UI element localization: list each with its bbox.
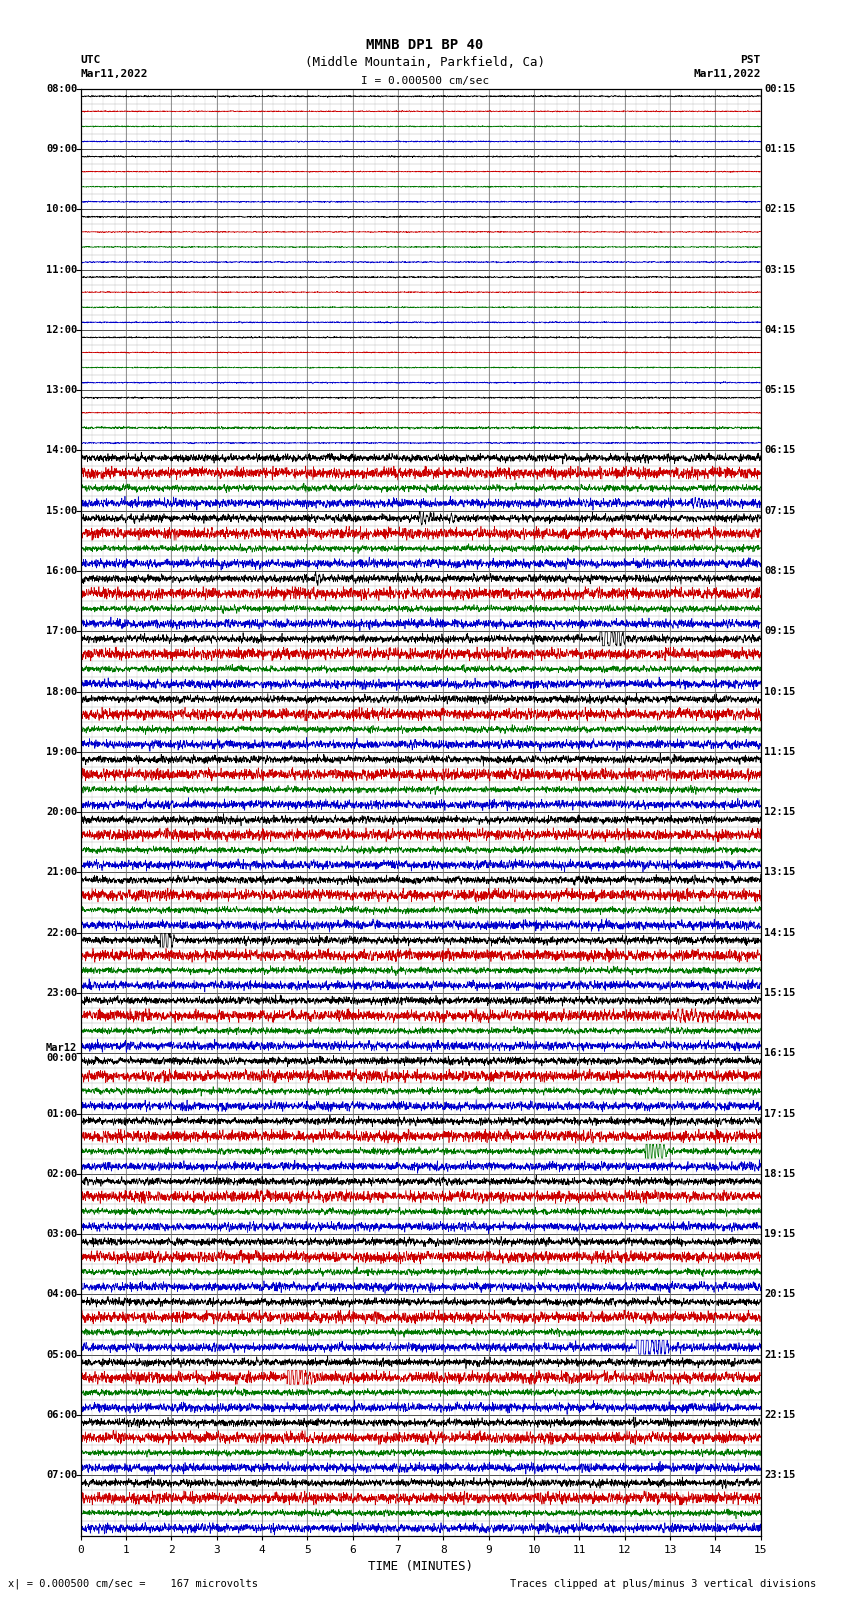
Text: PST: PST xyxy=(740,55,761,65)
Text: 10:00: 10:00 xyxy=(46,205,77,215)
Text: 05:15: 05:15 xyxy=(764,386,796,395)
Text: 08:15: 08:15 xyxy=(764,566,796,576)
Text: 06:00: 06:00 xyxy=(46,1410,77,1419)
Text: 06:15: 06:15 xyxy=(764,445,796,455)
Text: 13:00: 13:00 xyxy=(46,386,77,395)
Text: 07:00: 07:00 xyxy=(46,1471,77,1481)
Text: 22:00: 22:00 xyxy=(46,927,77,937)
Text: 00:15: 00:15 xyxy=(764,84,796,94)
Text: 18:00: 18:00 xyxy=(46,687,77,697)
Text: 23:00: 23:00 xyxy=(46,989,77,998)
Text: Mar11,2022: Mar11,2022 xyxy=(81,69,148,79)
Text: 21:00: 21:00 xyxy=(46,868,77,877)
Text: 12:15: 12:15 xyxy=(764,806,796,818)
X-axis label: TIME (MINUTES): TIME (MINUTES) xyxy=(368,1560,473,1573)
Text: 01:00: 01:00 xyxy=(46,1108,77,1118)
Text: 05:00: 05:00 xyxy=(46,1350,77,1360)
Text: 09:00: 09:00 xyxy=(46,144,77,153)
Text: 19:15: 19:15 xyxy=(764,1229,796,1239)
Text: 11:00: 11:00 xyxy=(46,265,77,274)
Text: Mar12: Mar12 xyxy=(46,1044,77,1053)
Text: 23:15: 23:15 xyxy=(764,1471,796,1481)
Text: UTC: UTC xyxy=(81,55,101,65)
Text: 13:15: 13:15 xyxy=(764,868,796,877)
Text: 04:15: 04:15 xyxy=(764,324,796,336)
Text: 10:15: 10:15 xyxy=(764,687,796,697)
Text: 20:00: 20:00 xyxy=(46,806,77,818)
Text: 19:00: 19:00 xyxy=(46,747,77,756)
Text: 08:00: 08:00 xyxy=(46,84,77,94)
Text: x| = 0.000500 cm/sec =    167 microvolts: x| = 0.000500 cm/sec = 167 microvolts xyxy=(8,1579,258,1589)
Text: 03:00: 03:00 xyxy=(46,1229,77,1239)
Text: 22:15: 22:15 xyxy=(764,1410,796,1419)
Text: 17:15: 17:15 xyxy=(764,1108,796,1118)
Text: 02:00: 02:00 xyxy=(46,1169,77,1179)
Text: 16:15: 16:15 xyxy=(764,1048,796,1058)
Text: 03:15: 03:15 xyxy=(764,265,796,274)
Text: MMNB DP1 BP 40: MMNB DP1 BP 40 xyxy=(366,39,484,52)
Text: (Middle Mountain, Parkfield, Ca): (Middle Mountain, Parkfield, Ca) xyxy=(305,56,545,69)
Text: Traces clipped at plus/minus 3 vertical divisions: Traces clipped at plus/minus 3 vertical … xyxy=(510,1579,816,1589)
Text: 12:00: 12:00 xyxy=(46,324,77,336)
Text: 07:15: 07:15 xyxy=(764,506,796,516)
Text: 02:15: 02:15 xyxy=(764,205,796,215)
Text: 09:15: 09:15 xyxy=(764,626,796,636)
Text: 17:00: 17:00 xyxy=(46,626,77,636)
Text: Mar11,2022: Mar11,2022 xyxy=(694,69,761,79)
Text: 15:00: 15:00 xyxy=(46,506,77,516)
Text: 20:15: 20:15 xyxy=(764,1289,796,1300)
Text: 21:15: 21:15 xyxy=(764,1350,796,1360)
Text: 14:00: 14:00 xyxy=(46,445,77,455)
Text: 00:00: 00:00 xyxy=(46,1053,77,1063)
Text: 14:15: 14:15 xyxy=(764,927,796,937)
Text: I = 0.000500 cm/sec: I = 0.000500 cm/sec xyxy=(361,76,489,85)
Text: 18:15: 18:15 xyxy=(764,1169,796,1179)
Text: 16:00: 16:00 xyxy=(46,566,77,576)
Text: 15:15: 15:15 xyxy=(764,989,796,998)
Text: 04:00: 04:00 xyxy=(46,1289,77,1300)
Text: 11:15: 11:15 xyxy=(764,747,796,756)
Text: 01:15: 01:15 xyxy=(764,144,796,153)
